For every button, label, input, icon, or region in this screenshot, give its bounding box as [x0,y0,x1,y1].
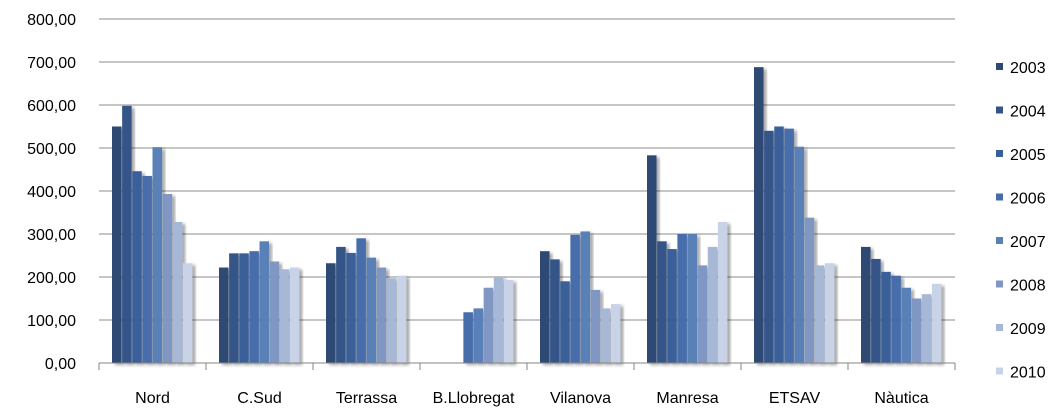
legend-swatch [996,193,1003,201]
bar-2004-Nàutica [871,258,881,363]
bar-2010-Manresa [717,221,728,363]
bar-2005-Manresa [667,249,677,363]
bar-2010-Nord [182,263,193,363]
legend-label: 2010 [1010,365,1046,382]
bar-2008-Terrassa [376,267,387,363]
bar-2004-Terrassa [336,246,346,363]
bar-2003-Nord [112,126,122,363]
x-tick-label: Nàutica [874,390,928,407]
bar-2010-ETSAV [824,263,835,363]
bar-2009-C.Sud [279,269,290,363]
legend-label: 2006 [1010,191,1046,208]
y-tick-label: 500,00 [27,141,76,158]
y-axis-ticks: 0,00 100,00 200,00 300,00 400,00 500,00 600,00… [27,12,76,373]
bar-2003-C.Sud [219,267,229,363]
bar-2006-C.Sud [249,251,259,363]
bar-2004-Vilanova [550,259,560,363]
bar-2009-B.Llobregat [493,277,504,363]
legend-swatch [996,237,1003,244]
x-axis: Nord C.Sud Terrassa B.Llobregat Vilanova Manr… [98,362,956,407]
legend-swatch [996,63,1003,70]
x-tick-label: Manresa [656,390,718,407]
bar-2006-ETSAV [784,128,794,363]
bar-2010-Terrassa [396,275,407,363]
bar-2008-B.Llobregat [483,287,494,363]
y-tick-label: 300,00 [27,227,76,244]
x-tick-label: B.Llobregat [433,390,515,407]
bar-2006-Nord [142,175,152,363]
bar-2005-Nàutica [881,271,891,363]
bar-2005-C.Sud [239,253,249,363]
bar-2006-Terrassa [356,238,366,363]
legend-label: 2005 [1010,147,1046,164]
bar-2005-ETSAV [774,126,784,363]
bar-2009-Manresa [707,246,718,363]
legend-label: 2007 [1010,234,1046,251]
bar-2007-Nord [152,147,163,363]
bar-2006-Vilanova [570,234,580,363]
x-tick-label: ETSAV [769,390,821,407]
bars [112,67,942,364]
legend-swatch [996,280,1003,288]
bar-2009-Terrassa [386,278,397,363]
x-tick-label: Terrassa [336,390,397,407]
bar-2007-B.Llobregat [473,308,484,363]
x-tick-label: Nord [135,390,170,407]
y-tick-label: 100,00 [27,313,76,330]
bar-2008-Vilanova [590,289,601,363]
bar-2003-Manresa [647,155,657,363]
y-tick-label: 200,00 [27,270,76,287]
bar-2006-B.Llobregat [463,312,473,363]
bar-2009-Nàutica [921,294,932,363]
bar-2007-C.Sud [259,241,270,363]
x-tick-label: C.Sud [237,390,281,407]
legend-swatch [996,324,1003,331]
bar-2003-Terrassa [326,263,336,363]
bar-2007-Terrassa [366,257,377,363]
y-tick-label: 600,00 [27,98,76,115]
bar-2008-ETSAV [804,217,815,363]
bar-2007-Nàutica [901,287,912,363]
x-tick-label: Vilanova [550,390,611,407]
legend-label: 2003 [1010,60,1046,77]
bar-2008-Nord [162,194,173,363]
bar-2009-Nord [172,221,183,363]
bar-2006-Nàutica [891,275,901,363]
y-tick-label: 700,00 [27,55,76,72]
bar-2006-Manresa [677,234,687,363]
bar-2009-ETSAV [814,265,825,363]
bar-2010-C.Sud [289,267,300,363]
bar-2008-C.Sud [269,261,280,363]
y-tick-label: 400,00 [27,184,76,201]
bar-2007-ETSAV [794,146,805,363]
legend-swatch [996,367,1003,375]
legend-label: 2008 [1010,278,1046,295]
bar-2010-Vilanova [610,304,621,363]
bar-2004-ETSAV [764,130,774,363]
legend: 2003 2004 2005 2006 2007 2008 2009 2010 [996,60,1046,382]
bar-2005-Terrassa [346,252,356,363]
bar-2003-Nàutica [861,246,871,363]
bar-2007-Manresa [687,234,698,363]
bar-2003-ETSAV [754,67,764,363]
legend-swatch [996,150,1003,157]
bar-2010-B.Llobregat [503,280,514,363]
bar-2007-Vilanova [580,231,591,363]
bar-2005-Nord [132,171,142,363]
y-tick-label: 0,00 [45,356,76,373]
bar-2010-Nàutica [931,283,942,363]
bar-2004-Manresa [657,241,667,363]
bar-2005-Vilanova [560,281,570,363]
legend-swatch [996,106,1003,114]
y-tick-label: 800,00 [27,12,76,29]
legend-label: 2009 [1010,321,1046,338]
bar-2004-Nord [122,105,132,364]
bar-2004-C.Sud [229,253,239,363]
bar-2008-Manresa [697,265,708,363]
bar-2003-Vilanova [540,251,550,363]
bar-2009-Vilanova [600,308,611,363]
legend-label: 2004 [1010,104,1046,121]
bar-2008-Nàutica [911,298,922,363]
